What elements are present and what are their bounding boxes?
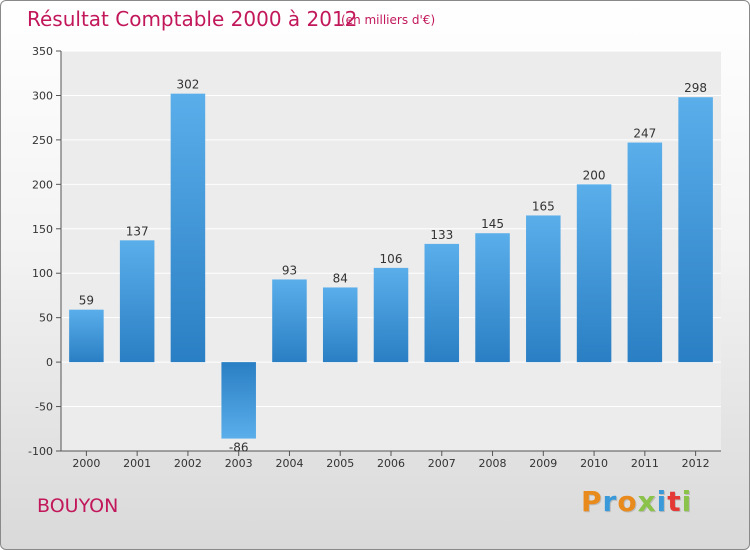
bar-2002 — [170, 93, 206, 363]
data-label: -86 — [229, 441, 249, 455]
y-tick-label: -50 — [35, 401, 53, 414]
x-tick-label: 2009 — [529, 457, 557, 470]
chart-title: Résultat Comptable 2000 à 2012 — [27, 7, 358, 31]
bar-2011 — [627, 142, 663, 363]
bar-2010 — [576, 184, 612, 363]
x-tick-label: 2007 — [428, 457, 456, 470]
x-tick-label: 2000 — [72, 457, 100, 470]
logo-letter: r — [602, 485, 618, 518]
chart-subtitle: (en milliers d'€) — [341, 13, 436, 27]
y-tick-label: 350 — [32, 45, 53, 58]
bar-2005 — [322, 287, 358, 363]
x-tick-label: 2012 — [682, 457, 710, 470]
commune-name: BOUYON — [37, 495, 119, 517]
logo-letter: i — [681, 485, 693, 518]
logo-letter: P — [581, 485, 603, 518]
data-label: 145 — [481, 217, 504, 231]
x-tick-label: 2011 — [631, 457, 659, 470]
logo-letter: t — [667, 485, 682, 518]
logo-letter: x — [637, 485, 657, 518]
data-label: 133 — [430, 228, 453, 242]
y-tick-label: -100 — [28, 445, 53, 458]
x-tick-label: 2010 — [580, 457, 608, 470]
x-tick-label: 2003 — [225, 457, 253, 470]
data-label: 247 — [633, 127, 656, 141]
data-label: 200 — [583, 168, 606, 182]
x-tick-label: 2008 — [479, 457, 507, 470]
y-tick-label: 100 — [32, 267, 53, 280]
logo-letter: o — [617, 485, 638, 518]
bar-2008 — [475, 233, 510, 363]
y-tick-label: 0 — [46, 356, 53, 369]
y-tick-label: 200 — [32, 178, 53, 191]
x-tick-label: 2004 — [275, 457, 303, 470]
y-tick-label: 300 — [32, 89, 53, 102]
data-label: 302 — [176, 78, 199, 92]
bar-2001 — [119, 240, 155, 363]
logo-letter: i — [656, 485, 668, 518]
bar-2004 — [272, 279, 307, 363]
data-label: 84 — [333, 271, 348, 285]
proxiti-logo: Proxiti — [581, 485, 692, 518]
data-label: 137 — [126, 224, 149, 238]
y-tick-label: 50 — [39, 312, 53, 325]
x-tick-label: 2001 — [123, 457, 151, 470]
bar-2006 — [373, 267, 409, 363]
x-tick-label: 2002 — [174, 457, 202, 470]
data-label: 106 — [380, 252, 403, 266]
bar-2003 — [221, 362, 256, 439]
data-label: 298 — [684, 81, 707, 95]
data-label: 93 — [282, 263, 297, 277]
bar-2009 — [526, 215, 561, 363]
x-tick-label: 2006 — [377, 457, 405, 470]
y-tick-label: 150 — [32, 223, 53, 236]
bar-2012 — [678, 97, 713, 363]
x-tick-label: 2005 — [326, 457, 354, 470]
data-label: 59 — [79, 294, 94, 308]
bar-2007 — [424, 243, 460, 363]
y-tick-label: 250 — [32, 134, 53, 147]
bar-2000 — [69, 309, 104, 363]
data-label: 165 — [532, 199, 555, 213]
